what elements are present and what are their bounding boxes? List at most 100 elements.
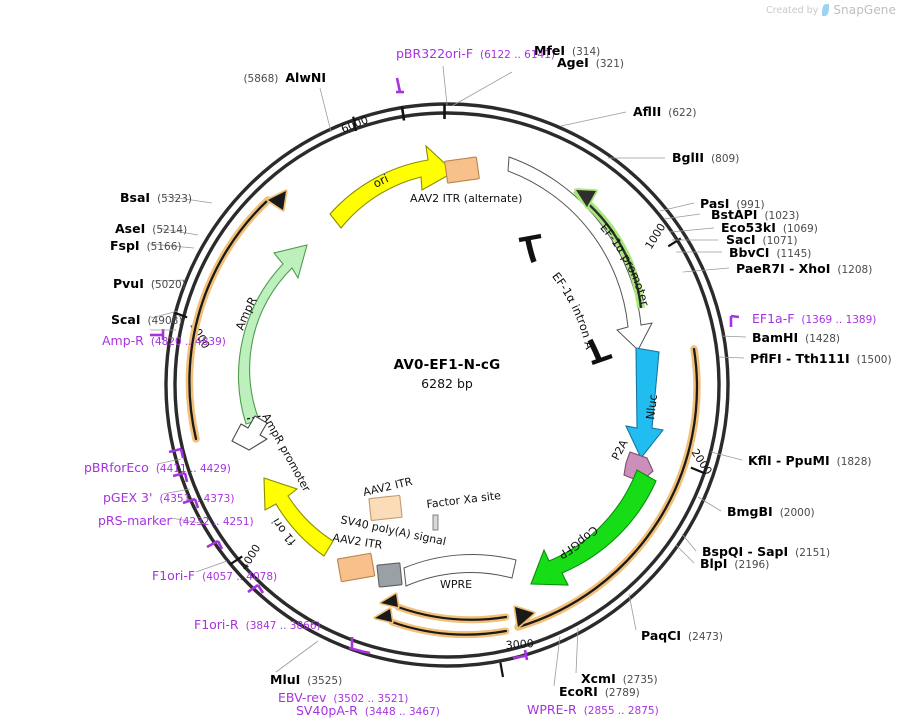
site-position: (809) (711, 153, 740, 165)
site-name: pGEX 3' (103, 490, 153, 505)
ruler-tick-1000: 1000 (643, 221, 669, 252)
site-position: (3502 .. 3521) (333, 693, 409, 705)
ruler-ticks (173, 116, 705, 678)
site-label-ef1a-f: EF1a-F (1369 .. 1389) (752, 310, 876, 326)
feature-aav2-itr-alternate: AAV2 ITR (alternate) (410, 156, 522, 205)
site-name: BbvCI (729, 245, 770, 260)
site-name: BmgBI (727, 504, 773, 519)
site-position: (1069) (782, 223, 818, 235)
site-position: (4232 .. 4251) (178, 516, 254, 528)
site-label-agei: AgeI (321) (557, 54, 624, 70)
site-label-pvui: PvuI (5020) (113, 275, 186, 291)
feature-label-aav2-itr-light: AAV2 ITR (362, 475, 414, 499)
site-label-f1ori-f: F1ori-F (4057 .. 4078) (152, 567, 277, 583)
site-position: (1145) (776, 248, 812, 260)
site-position: (2855 .. 2875) (583, 705, 659, 717)
backbone-inner-circle (173, 111, 721, 659)
site-position: (3448 .. 3467) (364, 706, 440, 718)
site-label-pbrforeco: pBRforEco (4411 .. 4429) (84, 459, 231, 475)
site-position: (2000) (779, 507, 815, 519)
site-position: (1023) (764, 210, 800, 222)
site-label-scai: ScaI (4908) (111, 311, 182, 327)
feature-label-aav2-itr-bottom: AAV2 ITR (332, 531, 384, 552)
site-position: (4411 .. 4429) (155, 463, 231, 475)
site-name: pBR322ori-F (396, 46, 474, 61)
feature-f1-ori: f1 ori (263, 477, 334, 557)
site-name: pBRforEco (84, 460, 149, 475)
site-position: (1428) (805, 333, 841, 345)
feature-copgfp: CopGFP (530, 469, 657, 586)
snapgene-leaf-icon (822, 4, 830, 16)
orange-annotation-arcs (185, 189, 701, 639)
feature-aav2-itr-light: AAV2 ITR (362, 475, 414, 521)
site-position: (5323) (157, 193, 192, 205)
site-position: (5214) (152, 224, 188, 236)
site-position: (1500) (856, 354, 892, 366)
feature-aav2-itr-bottom: AAV2 ITR (332, 531, 384, 583)
site-name: BlpI (700, 556, 728, 571)
site-label-wpre-r: WPRE-R (2855 .. 2875) (527, 701, 659, 717)
site-name: MluI (270, 672, 301, 687)
feature-factor-xa-site: Factor Xa site (426, 489, 502, 531)
site-position: (1071) (762, 235, 798, 247)
feature-label-aav2-itr-alternate: AAV2 ITR (alternate) (410, 192, 522, 205)
site-name: BspQI - SapI (702, 544, 789, 559)
site-label-pgex-3-: pGEX 3' (4351 .. 4373) (103, 489, 234, 505)
site-position: (622) (668, 107, 697, 119)
site-label-ecori: EcoRI (2789) (559, 683, 640, 699)
feature-wpre: WPRE (403, 554, 517, 591)
plasmid-size: 6282 bp (421, 376, 473, 391)
site-position: (6122 .. 6141) (480, 49, 556, 61)
site-position: (1828) (836, 456, 872, 468)
site-name: BsaI (120, 190, 151, 205)
site-label-aflii: AflII (622) (633, 103, 696, 119)
site-name: PflFI - Tth111I (750, 351, 850, 366)
site-label-blpi: BlpI (2196) (700, 555, 769, 571)
site-label-eco53ki: Eco53kI (1069) (721, 219, 818, 235)
cut-site-marks (400, 104, 446, 121)
svg-text:ori: ori (371, 171, 391, 190)
site-name: PaqCI (641, 628, 682, 643)
site-label-saci: SacI (1071) (726, 231, 797, 247)
site-position: (1208) (837, 264, 873, 276)
watermark-prefix: Created by (766, 4, 819, 16)
site-name: PasI (700, 196, 730, 211)
site-label-f1ori-r: F1ori-R (3847 .. 3866) (194, 616, 321, 632)
site-label-xcmi: XcmI (2735) (581, 670, 658, 686)
site-label-prs-marker: pRS-marker (4232 .. 4251) (98, 512, 254, 528)
site-label-asei: AseI (5214) (115, 220, 187, 236)
site-position: (3847 .. 3866) (245, 620, 321, 632)
site-name: BamHI (752, 330, 799, 345)
site-name: Eco53kI (721, 220, 776, 235)
feature-nluc: Nluc (625, 347, 664, 460)
label-leader-lines (149, 65, 747, 687)
site-label-bsai: BsaI (5323) (120, 189, 192, 205)
plasmid-center-label: AV0-EF1-N-cG 6282 bp (394, 357, 501, 391)
site-name: EBV-rev (278, 690, 327, 705)
site-name: SacI (726, 232, 756, 247)
site-position: (2151) (795, 547, 831, 559)
site-name: pRS-marker (98, 513, 172, 528)
site-position: (5868) (243, 73, 279, 85)
site-position: (321) (595, 58, 624, 70)
site-label-paer7i-xhoi: PaeR7I - XhoI (1208) (736, 260, 872, 276)
plasmid-name: AV0-EF1-N-cG (393, 357, 501, 373)
feature-ampr: AmpR (233, 244, 308, 425)
svg-text:EF-1α intron A: EF-1α intron A (549, 269, 597, 350)
site-name: BstAPI (711, 207, 758, 222)
site-label-bglii: BglII (809) (672, 149, 739, 165)
site-position: (5166) (146, 241, 182, 253)
site-label-kfli-ppumi: KflI - PpuMI (1828) (748, 452, 872, 468)
site-name: AlwNI (285, 70, 326, 85)
site-label-bstapi: BstAPI (1023) (711, 206, 799, 222)
site-name: BglII (672, 150, 705, 165)
site-position: (314) (572, 46, 601, 58)
site-label-bbvci: BbvCI (1145) (729, 244, 811, 260)
site-position: (2789) (604, 687, 640, 699)
site-name: MfeI (534, 43, 566, 58)
site-label-alwni: (5868) AlwNI (243, 69, 326, 85)
site-name: PaeR7I - XhoI (736, 261, 831, 276)
feature-label-ef1a-intron-a: EF-1α intron A (549, 269, 597, 350)
site-name: AflII (633, 104, 662, 119)
